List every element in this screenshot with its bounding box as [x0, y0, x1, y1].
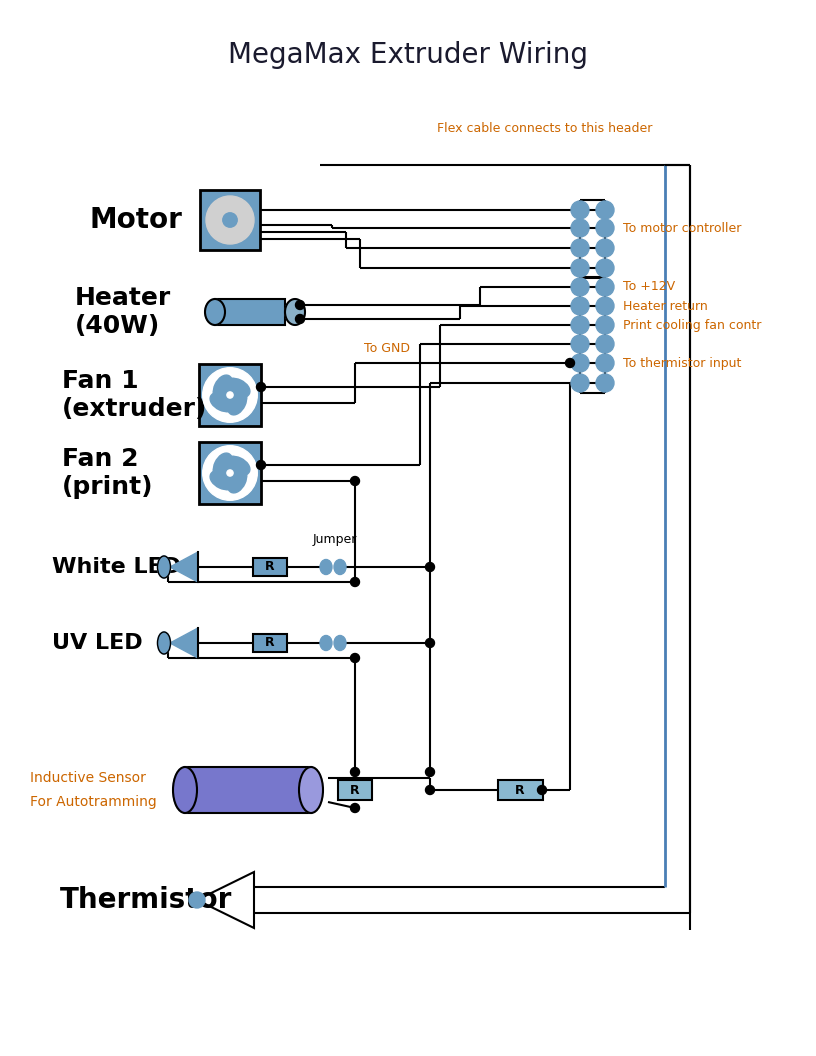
Text: MegaMax Extruder Wiring: MegaMax Extruder Wiring: [228, 41, 588, 69]
Circle shape: [351, 768, 360, 776]
Circle shape: [425, 768, 434, 776]
Circle shape: [571, 239, 589, 257]
Ellipse shape: [210, 470, 236, 490]
Circle shape: [571, 201, 589, 219]
FancyBboxPatch shape: [253, 558, 287, 576]
Ellipse shape: [213, 375, 233, 401]
Circle shape: [571, 316, 589, 334]
Text: Fan 1
(extruder): Fan 1 (extruder): [62, 370, 207, 421]
Ellipse shape: [213, 453, 233, 478]
Circle shape: [596, 335, 614, 353]
Circle shape: [256, 382, 265, 392]
Ellipse shape: [210, 392, 236, 412]
Text: Inductive Sensor: Inductive Sensor: [30, 771, 146, 785]
Circle shape: [571, 354, 589, 372]
Ellipse shape: [334, 560, 346, 574]
Circle shape: [295, 315, 304, 323]
Text: White LED: White LED: [52, 557, 181, 577]
Ellipse shape: [285, 299, 305, 325]
Circle shape: [596, 239, 614, 257]
Ellipse shape: [173, 767, 197, 813]
Circle shape: [538, 786, 547, 794]
Text: R: R: [350, 784, 360, 796]
Text: Heater return: Heater return: [623, 300, 707, 313]
Circle shape: [256, 460, 265, 470]
Ellipse shape: [205, 299, 225, 325]
Circle shape: [596, 219, 614, 237]
FancyBboxPatch shape: [253, 634, 287, 652]
FancyBboxPatch shape: [185, 767, 311, 813]
Circle shape: [351, 804, 360, 812]
Circle shape: [596, 259, 614, 277]
Circle shape: [295, 301, 304, 309]
Circle shape: [351, 654, 360, 662]
Text: R: R: [265, 561, 275, 573]
Text: Heater
(40W): Heater (40W): [75, 286, 171, 338]
Ellipse shape: [224, 456, 250, 476]
Ellipse shape: [299, 767, 323, 813]
Ellipse shape: [320, 560, 332, 574]
Ellipse shape: [334, 636, 346, 650]
Circle shape: [425, 639, 434, 647]
Text: Fan 2
(print): Fan 2 (print): [62, 447, 153, 498]
Text: Jumper: Jumper: [313, 532, 357, 546]
Circle shape: [351, 578, 360, 586]
Circle shape: [571, 297, 589, 315]
Circle shape: [206, 196, 254, 244]
Text: To +12V: To +12V: [623, 281, 675, 294]
Text: Print cooling fan contr: Print cooling fan contr: [623, 319, 761, 332]
Ellipse shape: [224, 378, 250, 398]
FancyBboxPatch shape: [200, 190, 260, 250]
Text: Thermistor: Thermistor: [60, 886, 233, 914]
Text: To motor controller: To motor controller: [623, 222, 742, 234]
Ellipse shape: [157, 557, 171, 578]
Circle shape: [227, 392, 233, 398]
Circle shape: [571, 278, 589, 296]
Circle shape: [596, 316, 614, 334]
Text: Flex cable connects to this header: Flex cable connects to this header: [437, 121, 653, 134]
Text: R: R: [265, 637, 275, 649]
Circle shape: [425, 563, 434, 571]
FancyBboxPatch shape: [199, 442, 261, 504]
FancyBboxPatch shape: [498, 780, 543, 800]
Circle shape: [596, 201, 614, 219]
Circle shape: [596, 374, 614, 392]
Circle shape: [596, 297, 614, 315]
Polygon shape: [170, 628, 198, 658]
FancyBboxPatch shape: [199, 364, 261, 426]
Polygon shape: [170, 552, 198, 582]
Circle shape: [202, 446, 257, 501]
Circle shape: [571, 259, 589, 277]
Ellipse shape: [157, 631, 171, 654]
Circle shape: [571, 335, 589, 353]
Text: Motor: Motor: [90, 206, 183, 234]
Circle shape: [227, 470, 233, 476]
Text: To GND: To GND: [364, 342, 410, 356]
Ellipse shape: [320, 636, 332, 650]
Circle shape: [425, 786, 434, 794]
Text: R: R: [515, 784, 525, 796]
Circle shape: [202, 367, 257, 422]
Circle shape: [223, 213, 237, 227]
Circle shape: [596, 354, 614, 372]
FancyBboxPatch shape: [338, 780, 372, 800]
Text: For Autotramming: For Autotramming: [30, 795, 157, 809]
Circle shape: [571, 374, 589, 392]
Circle shape: [571, 219, 589, 237]
Circle shape: [189, 892, 205, 908]
Text: UV LED: UV LED: [52, 633, 143, 653]
Ellipse shape: [228, 389, 246, 415]
Text: To thermistor input: To thermistor input: [623, 357, 742, 370]
Circle shape: [596, 278, 614, 296]
FancyBboxPatch shape: [215, 299, 285, 325]
Ellipse shape: [228, 467, 246, 493]
Circle shape: [565, 358, 574, 367]
Circle shape: [351, 476, 360, 486]
